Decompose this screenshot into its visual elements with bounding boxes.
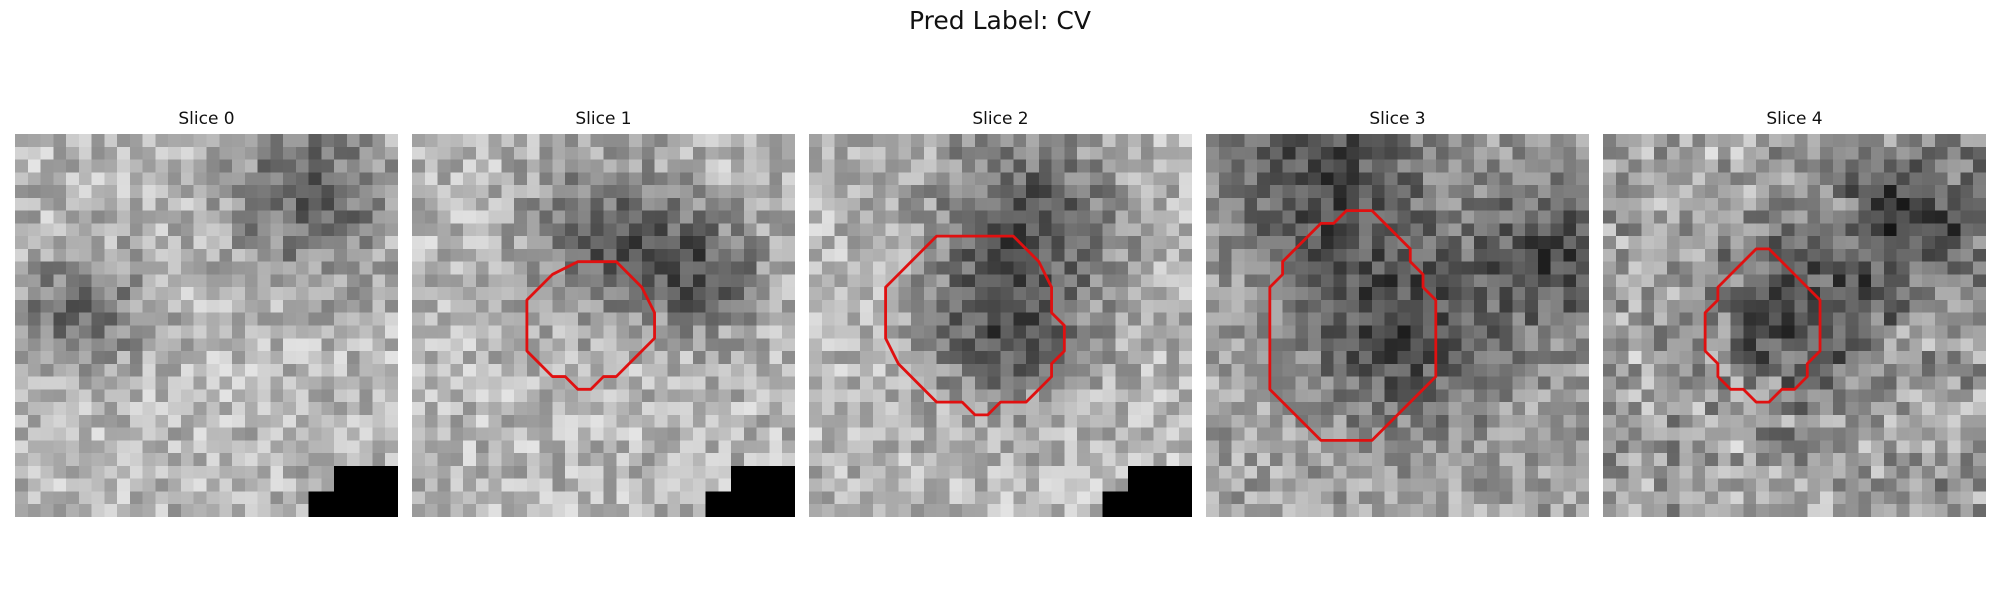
segmentation-contour (1703, 247, 1822, 404)
segmentation-contour (525, 260, 656, 391)
segmentation-contour (884, 234, 1066, 417)
slice-panel-1: Slice 1 (412, 108, 795, 517)
figure-title: Pred Label: CV (909, 6, 1091, 35)
slice-panel-2: Slice 2 (809, 108, 1192, 517)
segmentation-overlay (525, 260, 656, 391)
slice-title: Slice 1 (575, 109, 632, 129)
slice-title: Slice 0 (178, 109, 235, 129)
segmentation-contour (1268, 209, 1438, 442)
slice-image (809, 134, 1192, 517)
segmentation-overlay (1268, 209, 1438, 442)
slice-image (15, 134, 398, 517)
segmentation-overlay (1703, 247, 1822, 404)
slice-title: Slice 4 (1766, 109, 1823, 129)
slice-title: Slice 2 (972, 109, 1029, 129)
slice-image (412, 134, 795, 517)
slice-panel-4: Slice 4 (1603, 108, 1986, 517)
slice-panel-0: Slice 0 (15, 108, 398, 517)
segmentation-overlay (884, 234, 1066, 417)
slice-title: Slice 3 (1369, 109, 1426, 129)
slice-image (1603, 134, 1986, 517)
slice-panel-3: Slice 3 (1206, 108, 1589, 517)
